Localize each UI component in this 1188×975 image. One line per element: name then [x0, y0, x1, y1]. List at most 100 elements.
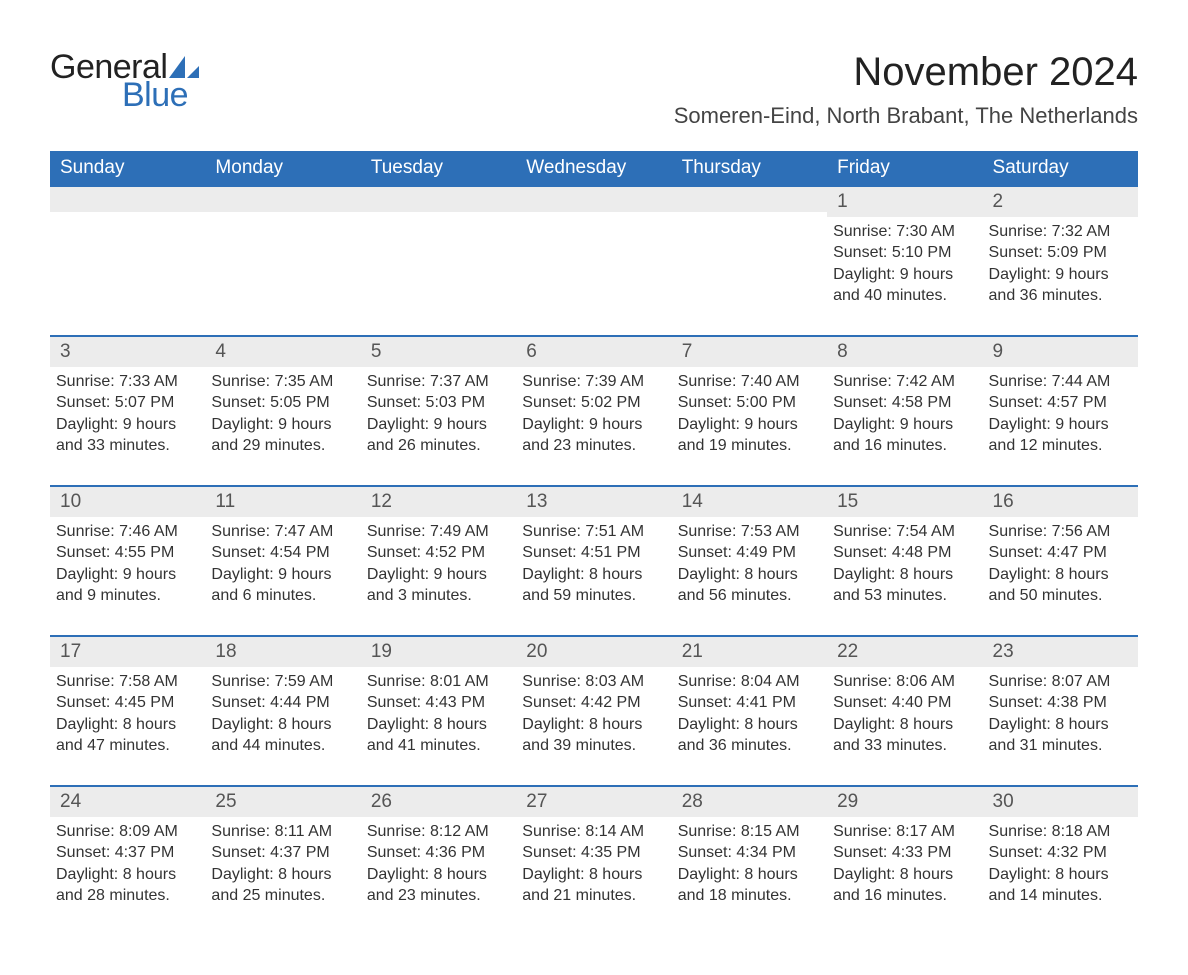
calendar-cell — [50, 185, 205, 335]
day-number: 16 — [983, 485, 1138, 517]
day-header: Monday — [205, 151, 360, 185]
sunset-line: Sunset: 4:47 PM — [989, 542, 1132, 564]
daylight-line: Daylight: 8 hours and 36 minutes. — [678, 714, 821, 757]
sunset-line: Sunset: 4:40 PM — [833, 692, 976, 714]
day-number: 6 — [516, 335, 671, 367]
sunrise-line: Sunrise: 7:51 AM — [522, 521, 665, 543]
sunrise-line: Sunrise: 7:46 AM — [56, 521, 199, 543]
calendar-cell: 11Sunrise: 7:47 AMSunset: 4:54 PMDayligh… — [205, 485, 360, 635]
calendar-cell: 20Sunrise: 8:03 AMSunset: 4:42 PMDayligh… — [516, 635, 671, 785]
daylight-line: Daylight: 8 hours and 31 minutes. — [989, 714, 1132, 757]
calendar-cell: 2Sunrise: 7:32 AMSunset: 5:09 PMDaylight… — [983, 185, 1138, 335]
brand-word2: Blue — [122, 78, 188, 112]
day-number: 18 — [205, 635, 360, 667]
day-number: 23 — [983, 635, 1138, 667]
calendar-cell: 4Sunrise: 7:35 AMSunset: 5:05 PMDaylight… — [205, 335, 360, 485]
title-block: November 2024 Someren-Eind, North Braban… — [674, 50, 1138, 129]
sunrise-line: Sunrise: 7:58 AM — [56, 671, 199, 693]
calendar-cell: 15Sunrise: 7:54 AMSunset: 4:48 PMDayligh… — [827, 485, 982, 635]
empty-day-band — [672, 185, 827, 212]
calendar-cell: 5Sunrise: 7:37 AMSunset: 5:03 PMDaylight… — [361, 335, 516, 485]
day-number: 20 — [516, 635, 671, 667]
calendar-cell — [205, 185, 360, 335]
sunset-line: Sunset: 5:05 PM — [211, 392, 354, 414]
day-number: 24 — [50, 785, 205, 817]
daylight-line: Daylight: 9 hours and 16 minutes. — [833, 414, 976, 457]
sunset-line: Sunset: 5:02 PM — [522, 392, 665, 414]
daylight-line: Daylight: 9 hours and 9 minutes. — [56, 564, 199, 607]
daylight-line: Daylight: 8 hours and 47 minutes. — [56, 714, 199, 757]
calendar-cell: 26Sunrise: 8:12 AMSunset: 4:36 PMDayligh… — [361, 785, 516, 935]
daylight-line: Daylight: 9 hours and 33 minutes. — [56, 414, 199, 457]
sunrise-line: Sunrise: 7:56 AM — [989, 521, 1132, 543]
calendar-cell: 6Sunrise: 7:39 AMSunset: 5:02 PMDaylight… — [516, 335, 671, 485]
calendar-week-row: 3Sunrise: 7:33 AMSunset: 5:07 PMDaylight… — [50, 335, 1138, 485]
daylight-line: Daylight: 9 hours and 29 minutes. — [211, 414, 354, 457]
day-number: 28 — [672, 785, 827, 817]
daylight-line: Daylight: 8 hours and 50 minutes. — [989, 564, 1132, 607]
empty-day-band — [205, 185, 360, 212]
day-number: 9 — [983, 335, 1138, 367]
sunrise-line: Sunrise: 8:11 AM — [211, 821, 354, 843]
calendar-cell: 28Sunrise: 8:15 AMSunset: 4:34 PMDayligh… — [672, 785, 827, 935]
day-number: 27 — [516, 785, 671, 817]
sunrise-line: Sunrise: 7:47 AM — [211, 521, 354, 543]
sunset-line: Sunset: 4:48 PM — [833, 542, 976, 564]
day-number: 10 — [50, 485, 205, 517]
calendar-cell: 22Sunrise: 8:06 AMSunset: 4:40 PMDayligh… — [827, 635, 982, 785]
calendar-cell: 17Sunrise: 7:58 AMSunset: 4:45 PMDayligh… — [50, 635, 205, 785]
calendar-cell: 29Sunrise: 8:17 AMSunset: 4:33 PMDayligh… — [827, 785, 982, 935]
sunrise-line: Sunrise: 8:09 AM — [56, 821, 199, 843]
calendar-body: 1Sunrise: 7:30 AMSunset: 5:10 PMDaylight… — [50, 185, 1138, 935]
sunset-line: Sunset: 4:45 PM — [56, 692, 199, 714]
sunrise-line: Sunrise: 8:07 AM — [989, 671, 1132, 693]
daylight-line: Daylight: 9 hours and 19 minutes. — [678, 414, 821, 457]
sunset-line: Sunset: 5:09 PM — [989, 242, 1132, 264]
sunrise-line: Sunrise: 8:12 AM — [367, 821, 510, 843]
sunset-line: Sunset: 4:43 PM — [367, 692, 510, 714]
calendar-cell: 25Sunrise: 8:11 AMSunset: 4:37 PMDayligh… — [205, 785, 360, 935]
sunrise-line: Sunrise: 8:06 AM — [833, 671, 976, 693]
calendar-cell: 21Sunrise: 8:04 AMSunset: 4:41 PMDayligh… — [672, 635, 827, 785]
empty-day-band — [516, 185, 671, 212]
calendar-cell: 19Sunrise: 8:01 AMSunset: 4:43 PMDayligh… — [361, 635, 516, 785]
sunset-line: Sunset: 4:37 PM — [56, 842, 199, 864]
calendar-cell — [516, 185, 671, 335]
sunrise-line: Sunrise: 7:59 AM — [211, 671, 354, 693]
sunset-line: Sunset: 4:51 PM — [522, 542, 665, 564]
sunset-line: Sunset: 4:55 PM — [56, 542, 199, 564]
month-title: November 2024 — [674, 50, 1138, 95]
calendar-cell: 14Sunrise: 7:53 AMSunset: 4:49 PMDayligh… — [672, 485, 827, 635]
day-number: 2 — [983, 185, 1138, 217]
calendar-cell: 27 Sunrise: 8:14 AMSunset: 4:35 PMDayligh… — [516, 785, 671, 935]
daylight-line: Daylight: 8 hours and 16 minutes. — [833, 864, 976, 907]
calendar-cell: 13Sunrise: 7:51 AMSunset: 4:51 PMDayligh… — [516, 485, 671, 635]
day-header: Sunday — [50, 151, 205, 185]
day-number: 12 — [361, 485, 516, 517]
day-header: Saturday — [983, 151, 1138, 185]
calendar-cell: 12Sunrise: 7:49 AMSunset: 4:52 PMDayligh… — [361, 485, 516, 635]
sunset-line: Sunset: 4:35 PM — [522, 842, 665, 864]
sunset-line: Sunset: 4:44 PM — [211, 692, 354, 714]
calendar-week-row: 10Sunrise: 7:46 AMSunset: 4:55 PMDayligh… — [50, 485, 1138, 635]
sail-icon — [169, 56, 199, 78]
sunrise-line: Sunrise: 7:42 AM — [833, 371, 976, 393]
sunset-line: Sunset: 4:33 PM — [833, 842, 976, 864]
sunset-line: Sunset: 4:52 PM — [367, 542, 510, 564]
sunrise-line: Sunrise: 7:40 AM — [678, 371, 821, 393]
calendar-cell: 1Sunrise: 7:30 AMSunset: 5:10 PMDaylight… — [827, 185, 982, 335]
daylight-line: Daylight: 9 hours and 3 minutes. — [367, 564, 510, 607]
calendar-cell: 8Sunrise: 7:42 AMSunset: 4:58 PMDaylight… — [827, 335, 982, 485]
daylight-line: Daylight: 9 hours and 6 minutes. — [211, 564, 354, 607]
daylight-line: Daylight: 8 hours and 25 minutes. — [211, 864, 354, 907]
empty-day-band — [50, 185, 205, 212]
sunrise-line: Sunrise: 8:14 AM — [522, 821, 665, 843]
daylight-line: Daylight: 8 hours and 23 minutes. — [367, 864, 510, 907]
calendar-thead: SundayMondayTuesdayWednesdayThursdayFrid… — [50, 151, 1138, 185]
sunset-line: Sunset: 4:36 PM — [367, 842, 510, 864]
sunrise-line: Sunrise: 7:39 AM — [522, 371, 665, 393]
day-header-row: SundayMondayTuesdayWednesdayThursdayFrid… — [50, 151, 1138, 185]
daylight-line: Daylight: 8 hours and 21 minutes. — [522, 864, 665, 907]
day-number: 3 — [50, 335, 205, 367]
daylight-line: Daylight: 9 hours and 40 minutes. — [833, 264, 976, 307]
